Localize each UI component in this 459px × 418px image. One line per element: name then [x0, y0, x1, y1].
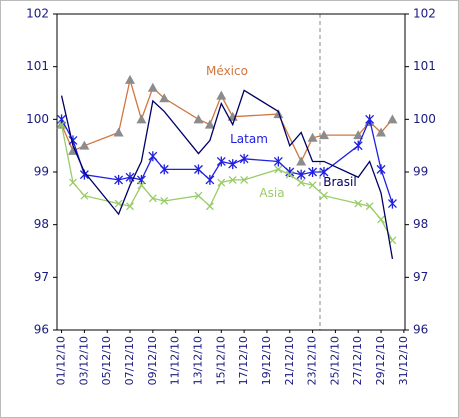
x-tick-label: 01/12/10 — [55, 336, 68, 385]
marker — [285, 170, 294, 179]
x-tick-label: 13/12/10 — [191, 336, 204, 385]
marker — [308, 167, 318, 177]
y2-tick-label: 102 — [413, 7, 436, 21]
marker — [318, 130, 329, 140]
marker — [217, 178, 226, 187]
marker — [307, 132, 318, 142]
marker — [205, 174, 215, 185]
marker — [113, 127, 124, 137]
marker — [136, 114, 147, 124]
marker — [216, 156, 226, 167]
marker — [273, 156, 283, 167]
marker — [205, 202, 214, 211]
marker — [354, 199, 363, 208]
marker — [228, 159, 238, 170]
marker — [79, 140, 90, 150]
series-line — [60, 79, 393, 163]
marker — [296, 156, 307, 166]
y2-tick-label: 96 — [413, 323, 428, 337]
x-tick-label: 29/12/10 — [374, 336, 387, 385]
marker — [240, 175, 249, 184]
y2-tick-label: 101 — [413, 59, 436, 73]
marker — [377, 215, 385, 224]
x-tick-label: 19/12/10 — [260, 336, 273, 385]
marker — [376, 127, 387, 137]
marker — [239, 153, 249, 164]
y-tick-label: 99 — [34, 165, 49, 179]
marker — [228, 175, 237, 184]
x-tick-label: 05/12/10 — [100, 336, 113, 385]
marker — [80, 191, 89, 200]
x-tick-label: 07/12/10 — [123, 336, 136, 385]
y2-tick-label: 97 — [413, 270, 428, 284]
marker — [148, 194, 157, 203]
marker — [69, 178, 77, 187]
marker — [194, 191, 203, 200]
series-line — [60, 89, 394, 260]
y-tick-label: 101 — [26, 59, 49, 73]
x-tick-label: 17/12/10 — [237, 336, 250, 385]
series-label: México — [206, 64, 248, 78]
x-tick-label: 15/12/10 — [214, 336, 227, 385]
marker — [57, 120, 66, 129]
marker — [137, 181, 146, 190]
series-line — [60, 117, 394, 204]
x-tick-label: 31/12/10 — [397, 336, 410, 385]
marker — [308, 181, 317, 190]
y-tick-label: 96 — [34, 323, 49, 337]
series-label: Brasil — [323, 175, 356, 189]
marker — [193, 114, 204, 124]
marker — [114, 174, 124, 185]
series-line — [60, 124, 394, 241]
y2-tick-label: 100 — [413, 112, 436, 126]
marker — [159, 164, 169, 175]
y-tick-label: 97 — [34, 270, 49, 284]
marker — [114, 199, 123, 208]
marker — [353, 140, 363, 151]
marker — [387, 198, 397, 209]
marker — [147, 82, 158, 92]
x-tick-label: 25/12/10 — [328, 336, 341, 385]
marker — [126, 202, 134, 211]
x-tick-label: 21/12/10 — [283, 336, 296, 385]
marker — [216, 90, 227, 100]
y-tick-label: 100 — [26, 112, 49, 126]
marker — [159, 93, 170, 103]
marker — [274, 165, 283, 174]
marker — [320, 191, 328, 200]
marker — [148, 151, 158, 162]
y2-tick-label: 99 — [413, 165, 428, 179]
marker — [387, 114, 398, 124]
x-tick-label: 27/12/10 — [351, 336, 364, 385]
marker — [319, 167, 329, 177]
x-tick-label: 11/12/10 — [169, 336, 182, 385]
marker — [160, 197, 169, 205]
series-label: Asia — [259, 186, 284, 200]
x-tick-label: 09/12/10 — [146, 336, 159, 385]
y2-tick-label: 98 — [413, 217, 428, 231]
marker — [273, 109, 284, 119]
x-tick-label: 03/12/10 — [77, 336, 90, 385]
marker — [365, 114, 375, 125]
y-tick-label: 102 — [26, 7, 49, 21]
marker — [376, 164, 386, 175]
marker — [125, 74, 136, 84]
marker — [204, 119, 215, 129]
x-tick-label: 23/12/10 — [306, 336, 319, 385]
series-label: Latam — [230, 132, 268, 146]
marker — [353, 130, 364, 140]
marker — [194, 164, 203, 175]
marker — [365, 202, 374, 211]
marker — [297, 178, 306, 187]
marker — [296, 169, 306, 180]
y-tick-label: 98 — [34, 217, 49, 231]
